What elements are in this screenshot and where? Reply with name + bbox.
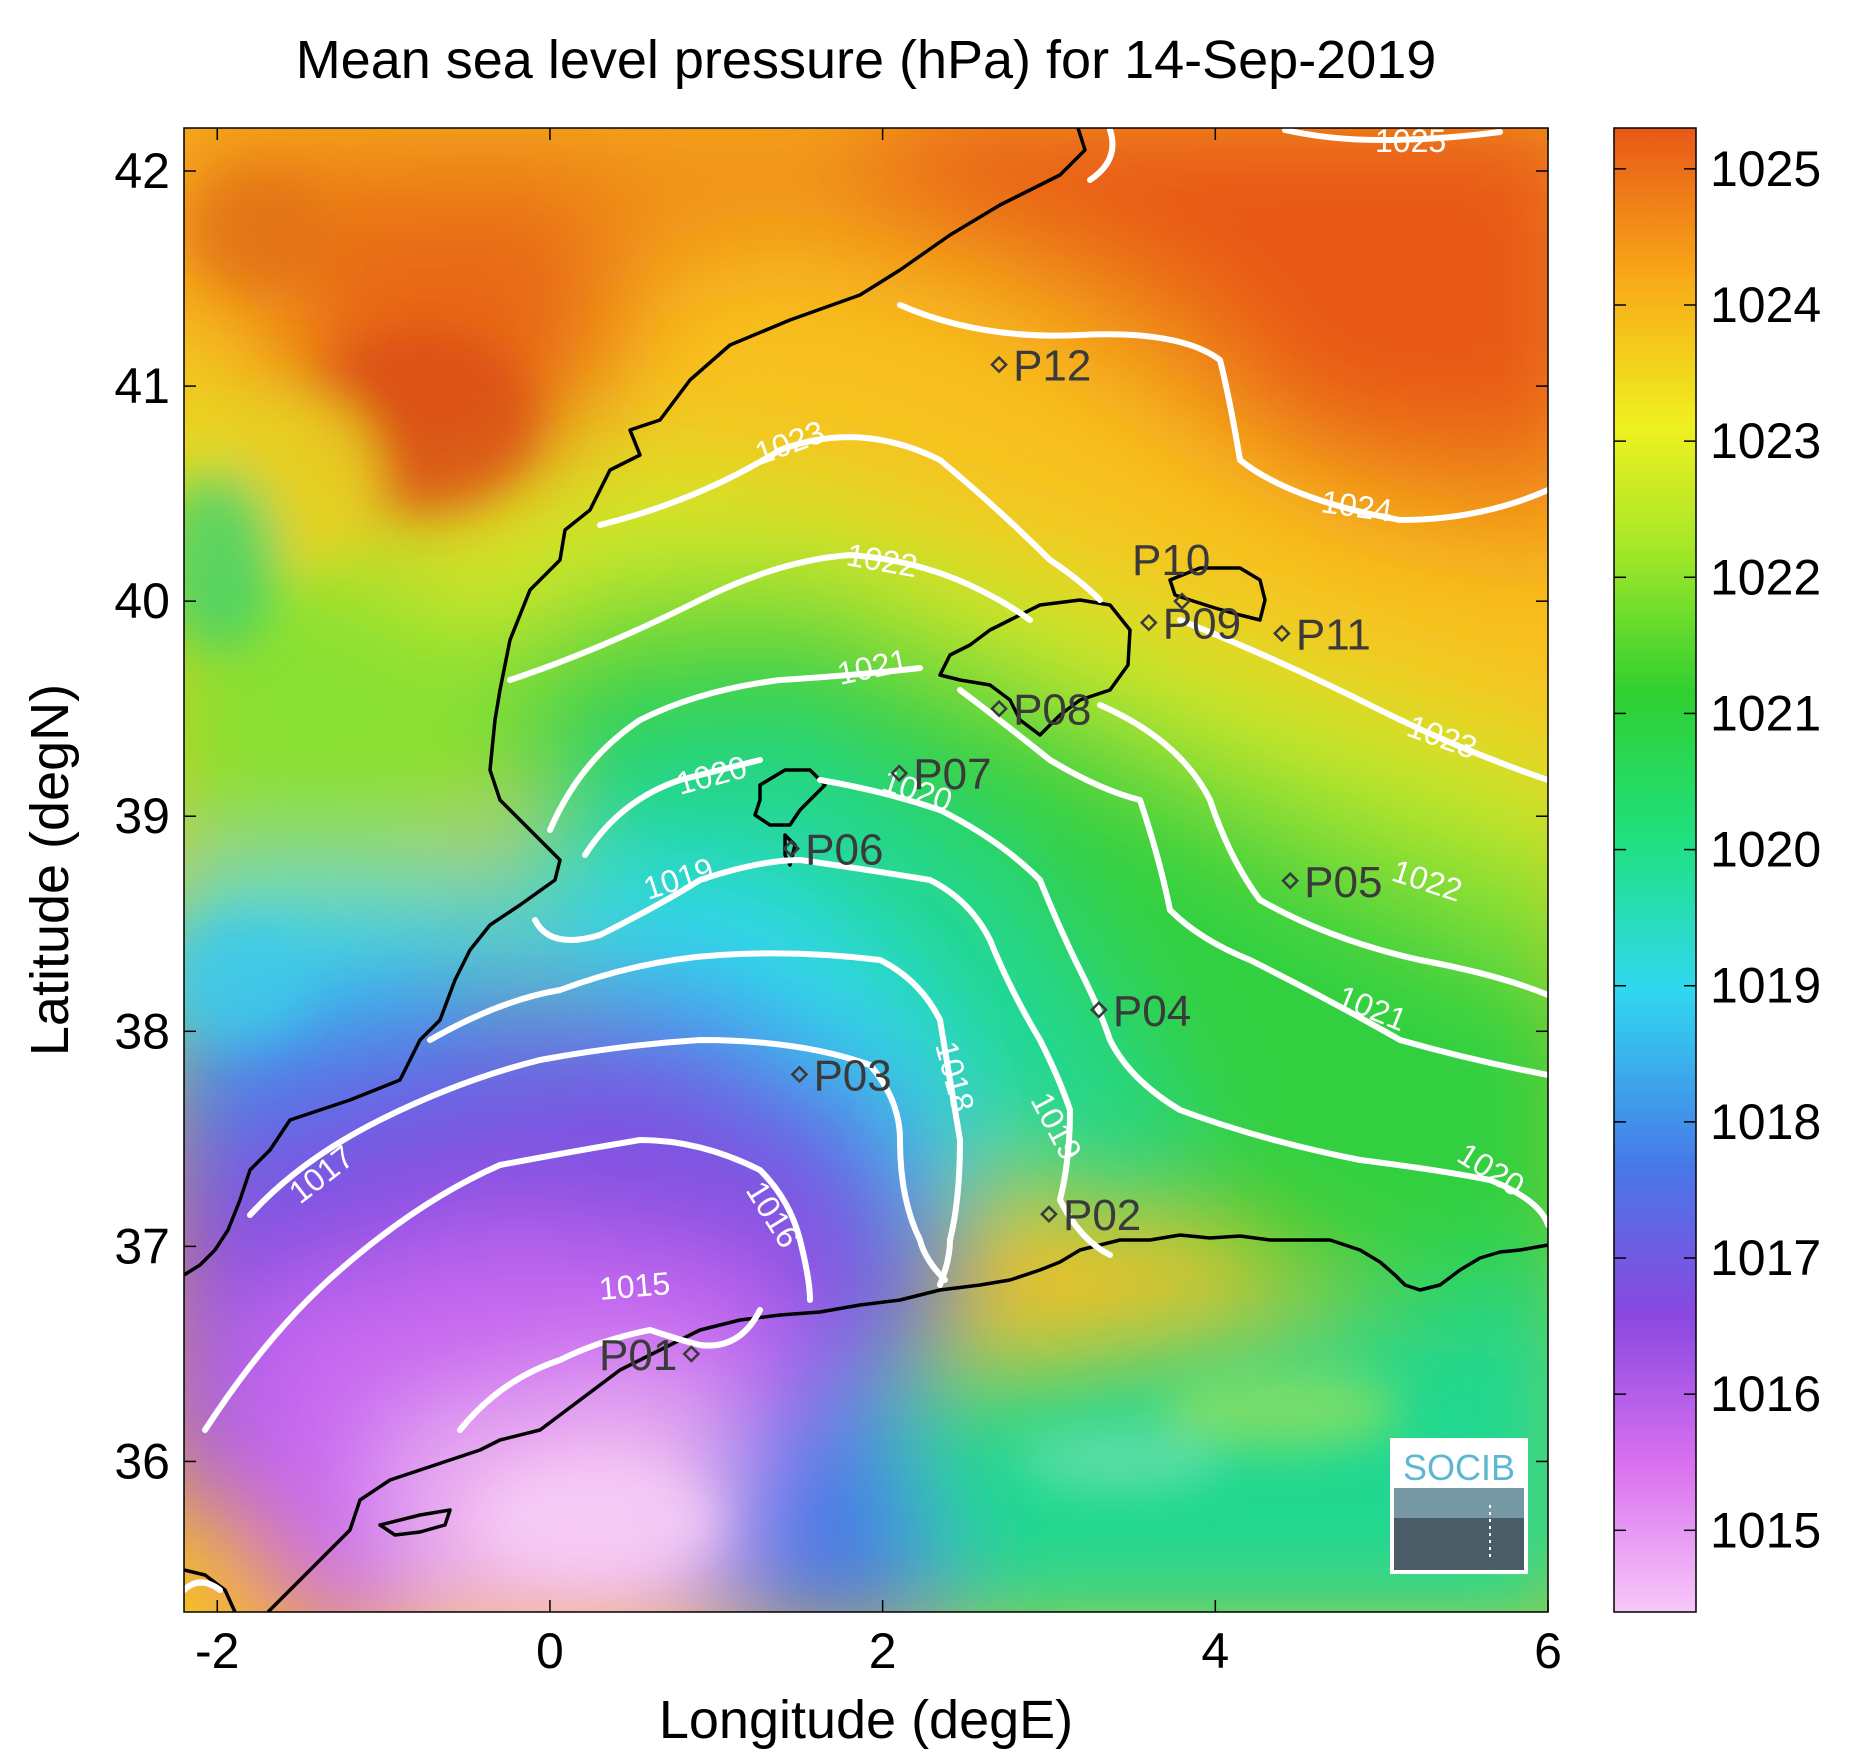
colorbar-tick-label: 1023 bbox=[1710, 413, 1821, 469]
station-p09: P09 bbox=[1139, 600, 1241, 649]
colorbar: 1025 1024 1023 1022 1021 1020 1019 1018 1017 1016… bbox=[1613, 127, 1821, 1613]
socib-logo-text: SOCIB bbox=[1403, 1447, 1515, 1488]
station-marker bbox=[890, 764, 909, 783]
x-tick-label: 0 bbox=[536, 1623, 564, 1679]
station-marker bbox=[1173, 592, 1191, 610]
x-tick-label: 6 bbox=[1534, 1623, 1562, 1679]
station-marker bbox=[1040, 1205, 1058, 1223]
station-p12: P12 bbox=[990, 342, 1091, 391]
isobar-1023 bbox=[597, 434, 1548, 783]
station-marker bbox=[790, 1065, 809, 1084]
station-marker bbox=[1139, 613, 1158, 632]
colorbar-tick-label: 1021 bbox=[1710, 685, 1821, 741]
y-tick-label: 38 bbox=[114, 1003, 170, 1059]
contour-label-1025: 1025 bbox=[1375, 123, 1446, 159]
colorbar-gradient bbox=[1613, 127, 1697, 1613]
island-ibiza bbox=[753, 768, 827, 827]
colorbar-tick-label: 1017 bbox=[1710, 1230, 1821, 1286]
station-label: P02 bbox=[1063, 1191, 1141, 1240]
plot-frame bbox=[183, 127, 1549, 1613]
y-tick-label: 36 bbox=[114, 1433, 170, 1489]
station-label: P06 bbox=[805, 825, 883, 874]
station-marker bbox=[682, 1345, 701, 1363]
isobar-1015 bbox=[457, 1307, 763, 1433]
isobar-1015-sw bbox=[184, 1579, 223, 1593]
isobar-1018 bbox=[427, 950, 963, 1288]
y-tick-label: 37 bbox=[114, 1218, 170, 1274]
station-marker bbox=[990, 355, 1008, 374]
colorbar-tick-label: 1022 bbox=[1710, 549, 1821, 605]
station-label: P08 bbox=[1013, 686, 1091, 735]
y-tick-label: 41 bbox=[114, 358, 170, 414]
station-label: P09 bbox=[1163, 600, 1241, 649]
colorbar-ticks: 1025 1024 1023 1022 1021 1020 1019 1018 1017 1016… bbox=[1614, 141, 1821, 1558]
station-p01: P01 bbox=[599, 1331, 701, 1380]
x-axis: -2 0 2 4 6 bbox=[195, 128, 1562, 1679]
station-p08: P08 bbox=[990, 686, 1091, 735]
stations: P01 P02 P03 P04 P05 P06 P07 P08 P09 P10 P11 P12 bbox=[599, 342, 1382, 1380]
x-tick-label: -2 bbox=[195, 1623, 239, 1679]
isobars bbox=[184, 128, 1548, 1593]
station-p05: P05 bbox=[1281, 858, 1382, 907]
station-marker bbox=[1281, 871, 1300, 890]
pressure-field bbox=[184, 128, 1548, 1612]
isobar-1024 bbox=[897, 302, 1548, 523]
contour-label-1015: 1015 bbox=[597, 1265, 671, 1307]
y-tick-label: 40 bbox=[114, 573, 170, 629]
station-label: P03 bbox=[813, 1051, 891, 1100]
island-alboran bbox=[378, 1508, 452, 1537]
station-label: P07 bbox=[913, 750, 991, 799]
isobar-1025 bbox=[1282, 128, 1503, 143]
station-marker bbox=[1090, 1000, 1108, 1019]
x-tick-label: 4 bbox=[1201, 1623, 1229, 1679]
chart-title: Mean sea level pressure (hPa) for 14-Sep… bbox=[296, 30, 1437, 90]
isobar-1025-b bbox=[1087, 128, 1116, 183]
station-p10: P10 bbox=[1132, 536, 1210, 610]
station-p06: P06 bbox=[782, 825, 883, 874]
island-mallorca bbox=[938, 598, 1132, 737]
colorbar-tick-label: 1024 bbox=[1710, 277, 1821, 333]
african-coast bbox=[266, 1233, 1548, 1612]
isobar-1017 bbox=[247, 1037, 948, 1283]
x-tick-label: 2 bbox=[869, 1623, 897, 1679]
y-tick-label: 42 bbox=[114, 143, 170, 199]
station-p02: P02 bbox=[1040, 1191, 1141, 1240]
y-axis-label: Latitude (degN) bbox=[20, 684, 80, 1056]
station-marker bbox=[1273, 624, 1291, 643]
colorbar-tick-label: 1019 bbox=[1710, 958, 1821, 1014]
colorbar-tick-label: 1018 bbox=[1710, 1094, 1821, 1150]
colorbar-tick-label: 1025 bbox=[1710, 141, 1821, 197]
isobar-1021 bbox=[547, 665, 1548, 1078]
station-label: P01 bbox=[599, 1331, 677, 1380]
station-marker bbox=[782, 839, 800, 858]
iberian-coast bbox=[184, 128, 1087, 1277]
station-p03: P03 bbox=[790, 1051, 892, 1100]
station-label: P10 bbox=[1132, 536, 1210, 585]
socib-logo: SOCIB bbox=[1390, 1438, 1528, 1574]
station-label: P12 bbox=[1013, 342, 1091, 391]
y-axis: 42 41 40 39 38 37 36 bbox=[114, 143, 1548, 1489]
station-marker bbox=[990, 699, 1008, 718]
colorbar-tick-label: 1020 bbox=[1710, 822, 1821, 878]
isobar-1019 bbox=[532, 857, 1113, 1258]
isobar-1022 bbox=[507, 552, 1548, 998]
colorbar-tick-label: 1016 bbox=[1710, 1366, 1821, 1422]
coastlines bbox=[184, 128, 1548, 1612]
x-axis-label: Longitude (degE) bbox=[659, 1690, 1073, 1750]
colorbar-tick-label: 1015 bbox=[1710, 1502, 1821, 1558]
isobar-1016 bbox=[202, 1137, 813, 1433]
mainland-blob-sw bbox=[184, 1568, 237, 1612]
station-p11: P11 bbox=[1273, 610, 1371, 659]
station-p04: P04 bbox=[1090, 987, 1191, 1036]
station-label: P05 bbox=[1304, 858, 1382, 907]
station-label: P11 bbox=[1296, 610, 1371, 659]
y-tick-label: 39 bbox=[114, 788, 170, 844]
station-label: P04 bbox=[1113, 987, 1191, 1036]
station-p07: P07 bbox=[890, 750, 992, 799]
isobar-1020 bbox=[582, 757, 1548, 1228]
